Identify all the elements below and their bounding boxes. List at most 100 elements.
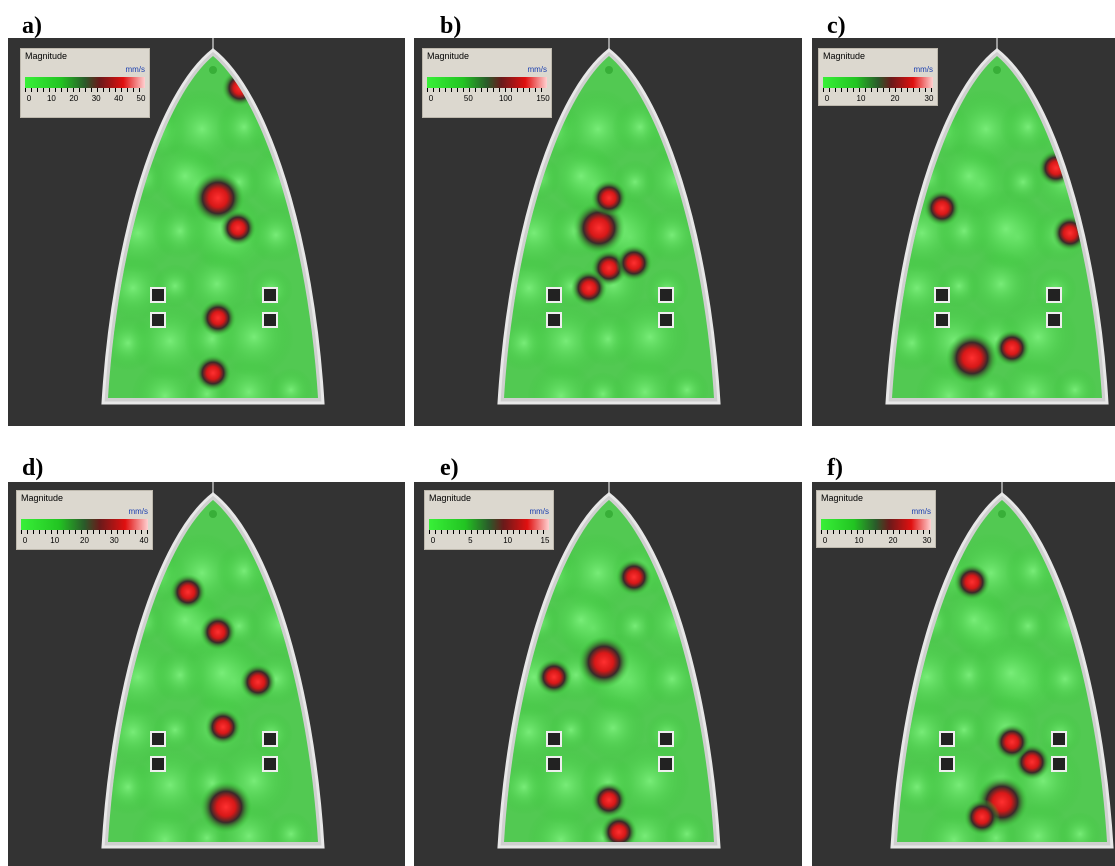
color-scale-legend: Magnitude mm/s 0 10 20 30 [816, 490, 936, 548]
color-scale-legend: Magnitude mm/s 0 5 10 15 [424, 490, 554, 550]
panel-label-f: f) [827, 455, 843, 481]
legend-unit: mm/s [913, 65, 933, 74]
vent-slot [262, 287, 278, 303]
tick-label: 10 [503, 536, 513, 545]
hotspot [946, 332, 998, 384]
legend-title: Magnitude [21, 493, 64, 503]
heatmap-blob [642, 529, 714, 609]
vent-slot [546, 287, 562, 303]
vent-slot [658, 756, 674, 772]
heatmap-blob [246, 529, 318, 609]
color-gradient-bar [429, 519, 549, 530]
vibration-map-panel-c: Magnitude mm/s 0 10 20 30 [812, 38, 1115, 426]
vent-slot [150, 731, 166, 747]
heatmap-blob [644, 651, 700, 707]
tick-label: 20 [80, 536, 89, 545]
vibration-map-panel-e: Magnitude mm/s 0 5 10 15 [414, 482, 802, 866]
hotspot [220, 210, 256, 246]
hotspot [616, 245, 652, 281]
tick-label: 20 [890, 94, 900, 103]
vent-slot [1046, 287, 1062, 303]
vent-slot [150, 312, 166, 328]
color-gradient-bar [25, 77, 145, 88]
tick-label: 150 [536, 94, 550, 103]
legend-unit: mm/s [125, 65, 145, 74]
vent-slot [1051, 756, 1067, 772]
vent-slot [934, 287, 950, 303]
color-scale-legend: Magnitude mm/s 0 10 20 30 40 50 [20, 48, 150, 118]
heatmap-blob [966, 189, 1046, 269]
hotspot [924, 190, 960, 226]
soleplate-image [497, 38, 721, 405]
heatmap-blob [1037, 651, 1093, 707]
vent-slot [546, 756, 562, 772]
color-scale-legend: Magnitude mm/s 0 10 20 30 [818, 48, 938, 106]
hotspot [964, 799, 1000, 835]
legend-unit: mm/s [128, 507, 148, 516]
tick-label: 15 [540, 536, 550, 545]
panel-label-d: d) [22, 455, 44, 481]
hotspot [240, 664, 276, 700]
tick-label: 5 [468, 536, 473, 545]
legend-title: Magnitude [823, 51, 866, 61]
heatmap-blob [665, 812, 709, 842]
tick-label: 0 [824, 94, 830, 103]
panel-label-e: e) [440, 455, 459, 481]
hotspot [200, 781, 252, 833]
vent-slot [1051, 731, 1067, 747]
tick-label: 30 [91, 94, 101, 103]
vent-slot [262, 731, 278, 747]
vent-slot [546, 731, 562, 747]
vent-slot [658, 731, 674, 747]
tick-label: 10 [856, 94, 866, 103]
legend-unit: mm/s [911, 507, 931, 516]
heatmap-blob [610, 297, 690, 377]
tick-label: 20 [888, 536, 898, 545]
legend-title: Magnitude [821, 493, 864, 503]
vent-slot [934, 312, 950, 328]
vent-slot [658, 287, 674, 303]
vent-slot [658, 312, 674, 328]
panel-label-b: b) [440, 13, 462, 39]
color-gradient-bar [21, 519, 148, 530]
vibration-map-panel-a: Magnitude mm/s 0 10 20 30 40 50 [8, 38, 405, 426]
vibration-map-panel-f: Magnitude mm/s 0 10 20 30 [812, 482, 1115, 866]
legend-title: Magnitude [427, 51, 470, 61]
legend-title: Magnitude [429, 493, 472, 503]
hotspot [536, 659, 572, 695]
heatmap-blob [269, 368, 313, 398]
vent-slot [939, 756, 955, 772]
vent-slot [262, 312, 278, 328]
hotspot [994, 330, 1030, 366]
tick-marks [429, 530, 549, 534]
heatmap-blob [182, 633, 262, 713]
tick-label: 30 [109, 536, 119, 545]
heatmap-blob [971, 633, 1051, 713]
tick-label: 0 [22, 536, 28, 545]
hotspot [170, 574, 206, 610]
heatmap-blob [1035, 529, 1107, 609]
hotspot [994, 724, 1030, 760]
tick-marks [427, 88, 547, 92]
panel-label-a: a) [22, 13, 42, 39]
heatmap-blob [644, 207, 700, 263]
tick-marks [21, 530, 148, 534]
heatmap-blob [269, 812, 313, 842]
legend-unit: mm/s [529, 507, 549, 516]
hotspot [591, 782, 627, 818]
tick-label: 100 [498, 94, 513, 103]
tick-label: 40 [114, 94, 124, 103]
hotspot [205, 709, 241, 745]
heatmap-blob [1030, 85, 1102, 165]
tick-label: 40 [139, 536, 149, 545]
tick-marks [25, 88, 145, 92]
heatmap-blob [665, 368, 709, 398]
heatmap-blob [246, 85, 318, 165]
heatmap-blob [248, 207, 304, 263]
vent-slot [939, 731, 955, 747]
tick-label: 0 [26, 94, 32, 103]
heatmap-blob [935, 142, 1003, 210]
color-gradient-bar [427, 77, 547, 88]
tick-label: 30 [922, 536, 932, 545]
tick-label: 10 [854, 536, 864, 545]
